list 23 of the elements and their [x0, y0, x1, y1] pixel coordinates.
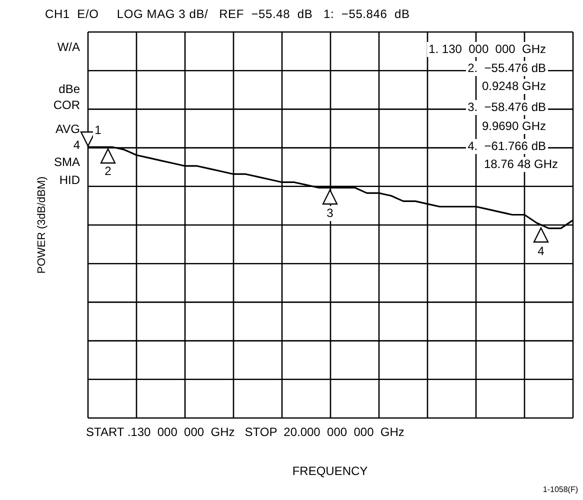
- chart-title: CH1 E/O LOG MAG 3 dB/ REF −55.48 dB 1: −55.846 dB: [45, 7, 410, 21]
- annotation: 3: [325, 206, 335, 221]
- text: 1: [93, 123, 103, 138]
- y-axis-title: POWER (3dB/dBM): [36, 176, 48, 274]
- text: 4: [73, 138, 80, 153]
- text: COR: [53, 98, 80, 113]
- x-axis-title: FREQUENCY: [291, 464, 369, 478]
- annotation: 4: [536, 244, 546, 259]
- text: 1-1058(F): [542, 484, 578, 496]
- text: 9.9690 GHz: [480, 119, 548, 134]
- text: START .130 000 000 GHz STOP 20.000 000 000 GHz: [86, 425, 404, 440]
- text: 1. 130 000 000 GHz: [426, 42, 548, 57]
- annotation: 2: [103, 164, 113, 179]
- text: W/A: [57, 40, 80, 55]
- text: 3. −58.476 dB: [466, 100, 548, 115]
- text: HID: [59, 173, 80, 188]
- text: 2. −55.476 dB: [466, 61, 548, 76]
- text: dBe: [58, 82, 80, 97]
- annotation: 4. −61.766 dB: [466, 139, 548, 154]
- text: AVG: [56, 122, 80, 137]
- text: SMA: [54, 155, 80, 170]
- text: 0.9248 GHz: [480, 79, 548, 94]
- annotation: 18.76 48 GHz: [482, 157, 560, 172]
